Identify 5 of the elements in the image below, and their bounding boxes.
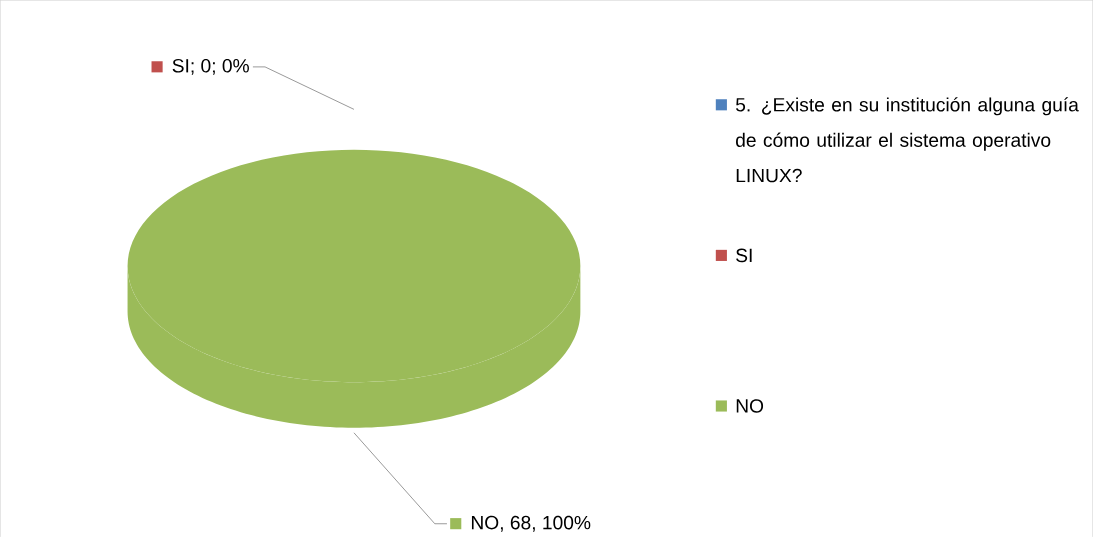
data-label: NO, 68, 100% — [471, 515, 591, 532]
text: SI; 0; 0% — [172, 58, 249, 75]
legend-label: SI — [736, 248, 752, 263]
legend-label: NO — [736, 399, 764, 413]
legend-label: 5. ¿Existe en su institución alguna guía de cómo utilizar el sistema operativo LINUX? — [735, 97, 1079, 183]
